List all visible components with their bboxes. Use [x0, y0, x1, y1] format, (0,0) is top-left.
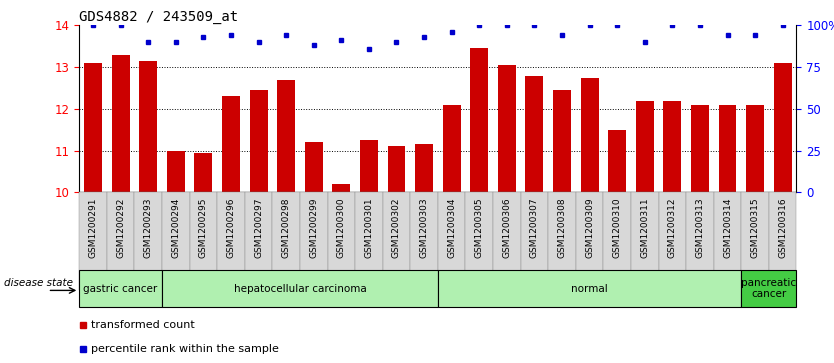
Text: GSM1200301: GSM1200301 [364, 197, 374, 258]
Bar [360, 140, 378, 192]
Text: pancreatic
cancer: pancreatic cancer [741, 278, 796, 299]
Bar [769, 192, 796, 290]
Bar [112, 54, 129, 192]
Text: normal: normal [571, 284, 608, 294]
Bar [217, 192, 244, 290]
Text: GSM1200295: GSM1200295 [198, 197, 208, 258]
Bar [714, 192, 741, 290]
Text: GSM1200300: GSM1200300 [337, 197, 346, 258]
Bar [520, 192, 548, 290]
Text: GSM1200292: GSM1200292 [116, 197, 125, 258]
Bar [575, 192, 603, 290]
Bar [719, 105, 736, 192]
Text: GSM1200299: GSM1200299 [309, 197, 319, 258]
Bar [383, 192, 410, 290]
Text: GSM1200305: GSM1200305 [475, 197, 484, 258]
Bar [774, 63, 791, 192]
Bar [167, 151, 185, 192]
Text: GSM1200310: GSM1200310 [613, 197, 621, 258]
Bar [410, 192, 438, 290]
Bar [273, 192, 300, 290]
Bar [443, 105, 460, 192]
Bar [636, 101, 654, 192]
Bar [277, 79, 295, 192]
Bar [107, 192, 134, 290]
Bar [691, 105, 709, 192]
Text: percentile rank within the sample: percentile rank within the sample [91, 344, 279, 354]
Text: GSM1200311: GSM1200311 [641, 197, 649, 258]
Bar [438, 270, 741, 307]
Text: gastric cancer: gastric cancer [83, 284, 158, 294]
Text: disease state: disease state [4, 278, 73, 288]
Bar [608, 130, 626, 192]
Bar [134, 192, 162, 290]
Text: hepatocellular carcinoma: hepatocellular carcinoma [234, 284, 366, 294]
Text: GSM1200306: GSM1200306 [502, 197, 511, 258]
Bar [465, 192, 493, 290]
Text: GSM1200297: GSM1200297 [254, 197, 263, 258]
Bar [79, 192, 107, 290]
Text: GSM1200294: GSM1200294 [171, 197, 180, 258]
Text: GSM1200293: GSM1200293 [143, 197, 153, 258]
Text: GSM1200312: GSM1200312 [668, 197, 677, 258]
Text: GSM1200314: GSM1200314 [723, 197, 732, 258]
Bar [741, 270, 796, 307]
Bar [548, 192, 575, 290]
Text: GDS4882 / 243509_at: GDS4882 / 243509_at [79, 11, 239, 24]
Bar [663, 101, 681, 192]
Bar [493, 192, 520, 290]
Bar [79, 270, 162, 307]
Text: GSM1200296: GSM1200296 [227, 197, 235, 258]
Text: GSM1200291: GSM1200291 [88, 197, 98, 258]
Bar [553, 90, 571, 192]
Bar [631, 192, 659, 290]
Text: GSM1200298: GSM1200298 [282, 197, 290, 258]
Bar [162, 270, 438, 307]
Bar [498, 65, 515, 192]
Bar [222, 96, 240, 192]
Text: GSM1200304: GSM1200304 [447, 197, 456, 258]
Bar [686, 192, 714, 290]
Text: GSM1200307: GSM1200307 [530, 197, 539, 258]
Text: GSM1200308: GSM1200308 [557, 197, 566, 258]
Bar [741, 192, 769, 290]
Bar [659, 192, 686, 290]
Text: GSM1200315: GSM1200315 [751, 197, 760, 258]
Bar [300, 192, 328, 290]
Bar [194, 153, 213, 192]
Bar [438, 192, 465, 290]
Bar [84, 63, 102, 192]
Bar [746, 105, 764, 192]
Bar [189, 192, 217, 290]
Bar [332, 184, 350, 192]
Text: GSM1200313: GSM1200313 [696, 197, 705, 258]
Bar [470, 48, 488, 192]
Text: GSM1200316: GSM1200316 [778, 197, 787, 258]
Bar [304, 142, 323, 192]
Text: GSM1200309: GSM1200309 [585, 197, 594, 258]
Bar [162, 192, 189, 290]
Bar [580, 78, 599, 192]
Text: transformed count: transformed count [91, 321, 194, 330]
Text: GSM1200303: GSM1200303 [420, 197, 429, 258]
Bar [388, 147, 405, 192]
Bar [139, 61, 157, 192]
Bar [244, 192, 273, 290]
Bar [603, 192, 631, 290]
Bar [328, 192, 355, 290]
Bar [525, 76, 544, 192]
Bar [249, 90, 268, 192]
Bar [415, 144, 433, 192]
Text: GSM1200302: GSM1200302 [392, 197, 401, 258]
Bar [355, 192, 383, 290]
